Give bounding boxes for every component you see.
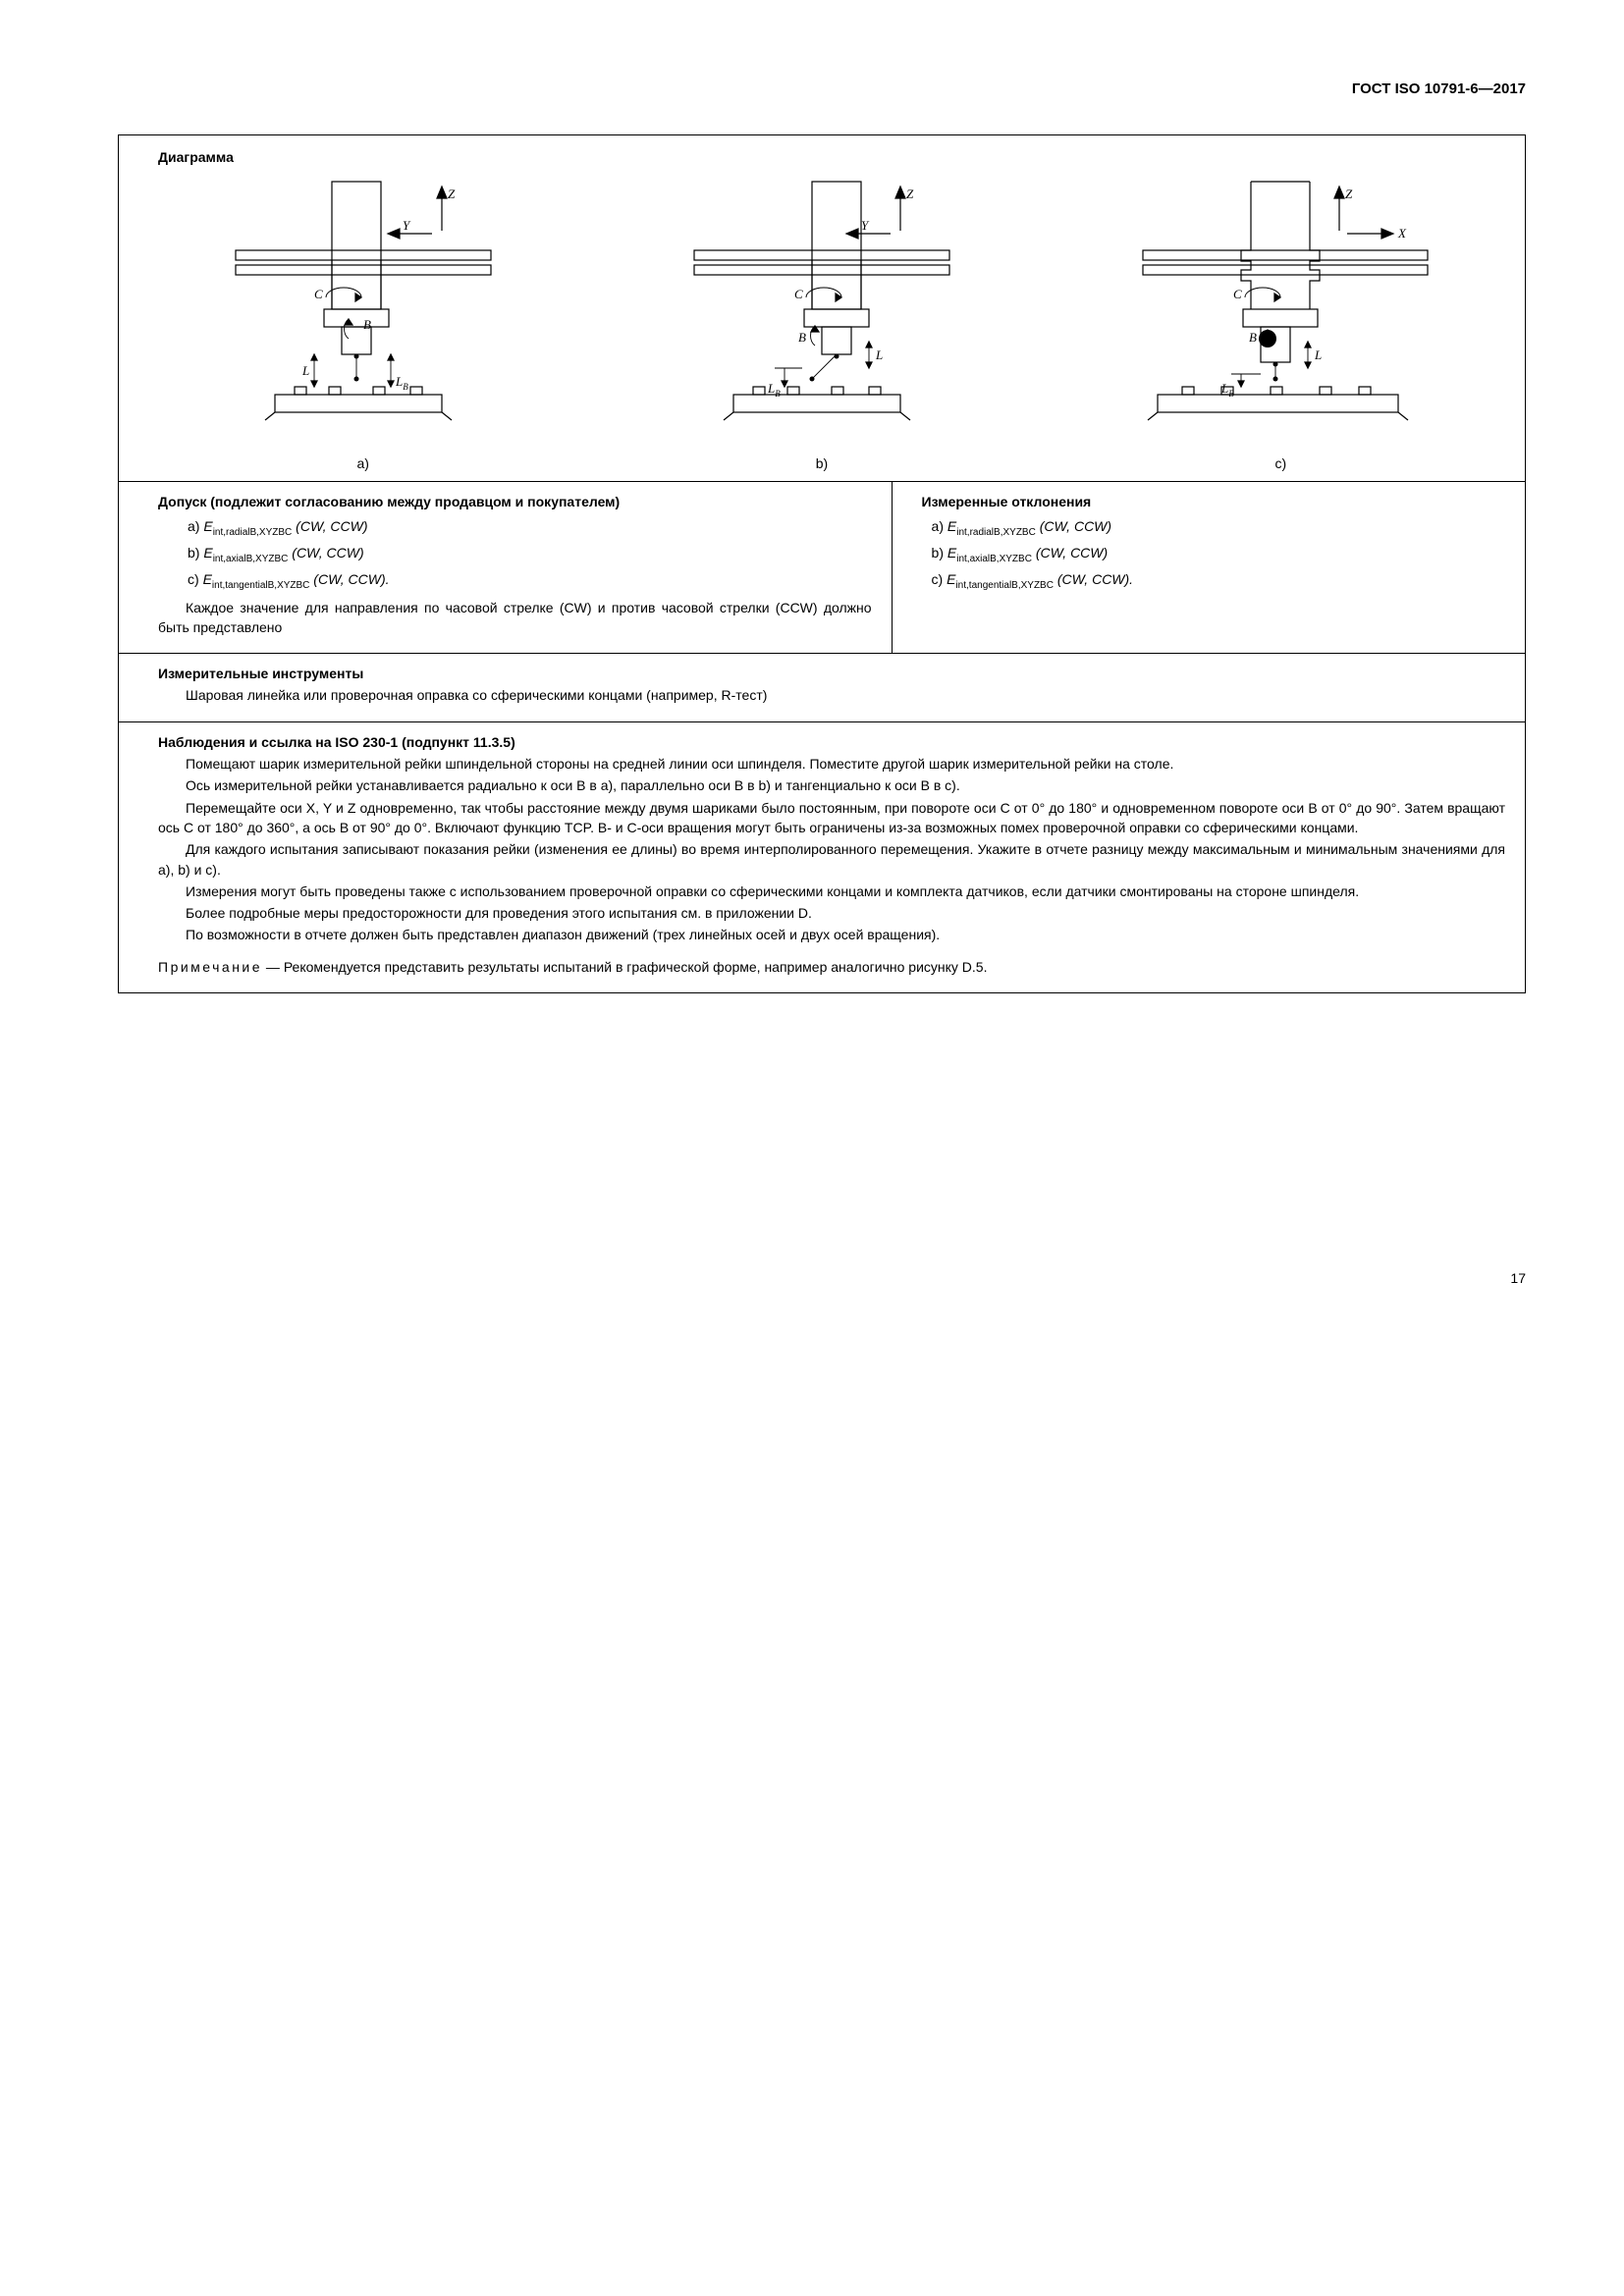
svg-text:Z: Z	[906, 187, 914, 201]
tolerance-list: a) Eint,radialB,XYZBC (CW, CCW) b) Eint,…	[188, 516, 872, 594]
svg-text:L: L	[1314, 347, 1322, 362]
diagram-title: Диаграмма	[158, 147, 1505, 167]
obs-p6: Более подробные меры предосторожности дл…	[158, 903, 1505, 923]
diagram-c: Z X C	[1056, 177, 1505, 473]
obs-p1: Помещают шарик измерительной рейки шпинд…	[158, 754, 1505, 774]
tolerance-deviations-row: Допуск (подлежит согласованию между прод…	[119, 482, 1525, 654]
svg-text:B: B	[798, 330, 806, 345]
diagram-b-label: b)	[597, 454, 1046, 473]
svg-text:Z: Z	[448, 187, 456, 201]
svg-text:LB: LB	[1220, 381, 1234, 399]
deviations-item-b: b) Eint,axialB,XYZBC (CW, CCW)	[932, 543, 1505, 566]
tolerance-item-b: b) Eint,axialB,XYZBC (CW, CCW)	[188, 543, 872, 566]
svg-text:C: C	[794, 287, 803, 301]
svg-text:B: B	[363, 317, 371, 332]
tolerance-title: Допуск (подлежит согласованию между прод…	[158, 492, 872, 511]
svg-text:X: X	[1397, 226, 1407, 240]
svg-text:Y: Y	[861, 218, 870, 233]
obs-p7: По возможности в отчете должен быть пред…	[158, 925, 1505, 944]
svg-text:Y: Y	[403, 218, 411, 233]
obs-p3: Перемещайте оси X, Y и Z одновременно, т…	[158, 798, 1505, 838]
deviations-title: Измеренные отклонения	[922, 492, 1505, 511]
diagram-c-label: c)	[1056, 454, 1505, 473]
svg-text:C: C	[314, 287, 323, 301]
deviations-list: a) Eint,radialB,XYZBC (CW, CCW) b) Eint,…	[932, 516, 1505, 594]
observations-title: Наблюдения и ссылка на ISO 230-1 (подпун…	[158, 732, 1505, 752]
deviations-cell: Измеренные отклонения a) Eint,radialB,XY…	[893, 482, 1525, 653]
obs-p4: Для каждого испытания записывают показан…	[158, 839, 1505, 880]
svg-text:L: L	[875, 347, 883, 362]
diagram-b: Z Y C B	[597, 177, 1046, 473]
instruments-row: Измерительные инструменты Шаровая линейк…	[119, 654, 1525, 722]
diagram-section: Диаграмма Z Y	[119, 135, 1525, 483]
tolerance-cell: Допуск (подлежит согласованию между прод…	[119, 482, 893, 653]
svg-text:L: L	[301, 363, 309, 378]
diagram-a: Z Y	[138, 177, 587, 473]
document-header: ГОСТ ISO 10791-6—2017	[118, 79, 1526, 100]
content-box: Диаграмма Z Y	[118, 134, 1526, 993]
deviations-item-c: c) Eint,tangentialB,XYZBC (CW, CCW).	[932, 569, 1505, 593]
instruments-text: Шаровая линейка или проверочная оправка …	[158, 685, 1505, 705]
obs-p2: Ось измерительной рейки устанавливается …	[158, 775, 1505, 795]
page-number: 17	[118, 1268, 1526, 1288]
observations-row: Наблюдения и ссылка на ISO 230-1 (подпун…	[119, 722, 1525, 992]
tolerance-item-c: c) Eint,tangentialB,XYZBC (CW, CCW).	[188, 569, 872, 593]
svg-text:LB: LB	[767, 381, 781, 399]
svg-text:B: B	[1249, 330, 1257, 345]
tolerance-item-a: a) Eint,radialB,XYZBC (CW, CCW)	[188, 516, 872, 540]
svg-text:Z: Z	[1345, 187, 1353, 201]
note: Примечание — Рекомендуется представить р…	[158, 957, 1505, 977]
deviations-item-a: a) Eint,radialB,XYZBC (CW, CCW)	[932, 516, 1505, 540]
obs-p5: Измерения могут быть проведены также с и…	[158, 881, 1505, 901]
instruments-title: Измерительные инструменты	[158, 664, 1505, 683]
diagram-a-label: a)	[138, 454, 587, 473]
svg-text:LB: LB	[395, 374, 408, 392]
svg-text:C: C	[1233, 287, 1242, 301]
diagram-row: Z Y	[138, 177, 1505, 473]
tolerance-note: Каждое значение для направления по часов…	[158, 598, 872, 638]
